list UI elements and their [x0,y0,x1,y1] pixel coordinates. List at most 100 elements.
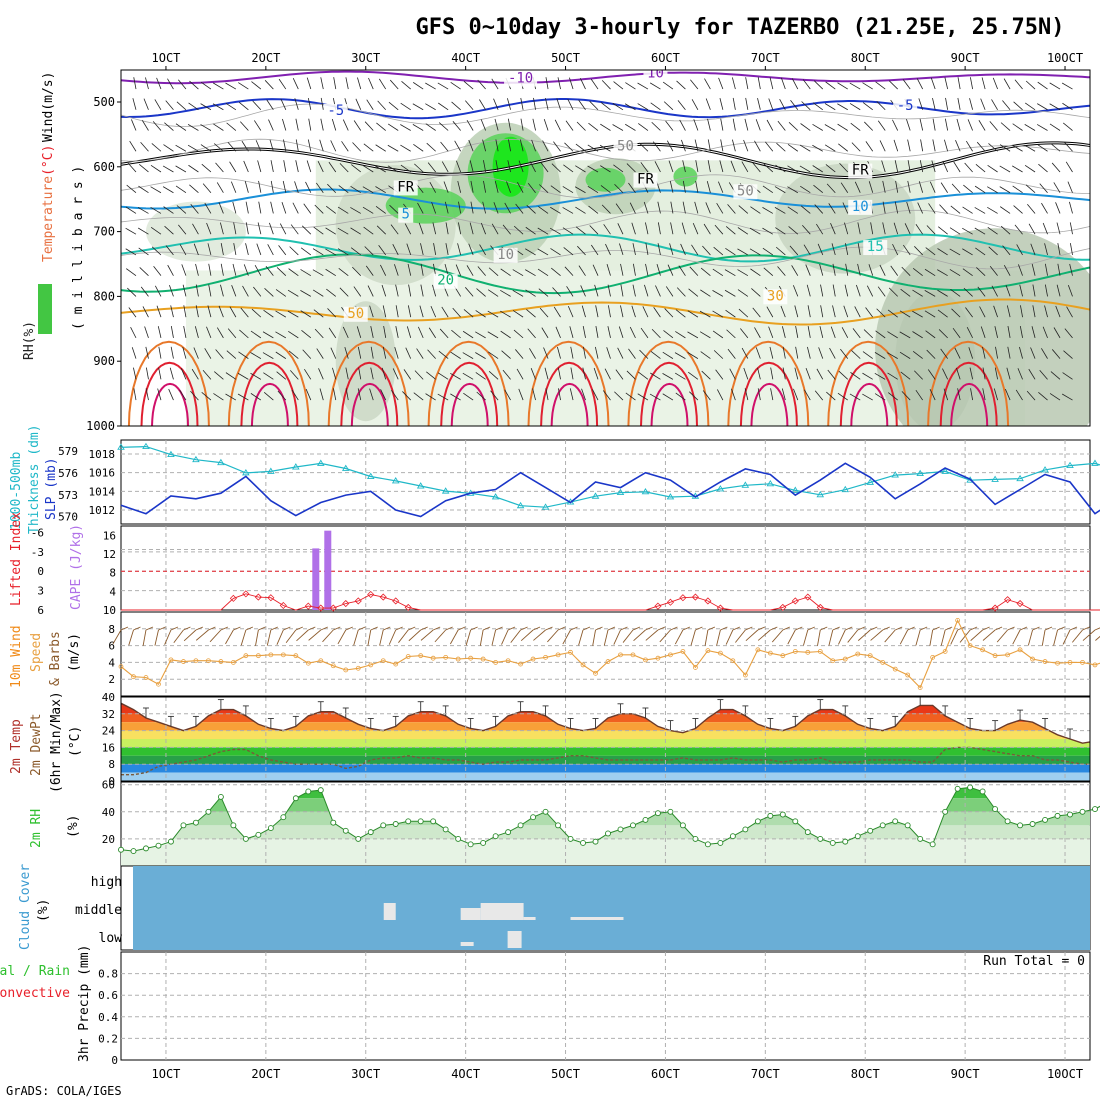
contour-label: 30 [767,288,784,304]
rh2m-point [231,823,236,828]
rh2m-point [643,817,648,822]
ylabel-temperature: Temperature(°C) [41,145,56,262]
rh2m-point [356,836,361,841]
contour-label: -5 [897,98,914,114]
top-date-label: 9OCT [951,51,980,65]
rh2m-point [456,836,461,841]
rh2m-point [168,839,173,844]
rh2m-point [1005,819,1010,824]
ylabel-cloud-2: (%) [36,899,51,922]
rh2m-point [880,823,885,828]
cloud-patch-mid [384,903,396,920]
rh2m-point [243,836,248,841]
bottom-date-label: 1OCT [152,1067,181,1081]
bottom-date-label: 2OCT [251,1067,280,1081]
rh2m-point [506,830,511,835]
ylabel-rh2m-2: (%) [66,815,81,838]
rh2m-point [431,819,436,824]
lifted-index-tick-label: -6 [31,526,44,539]
lifted-index-tick-label: 6 [37,604,44,617]
temp2m-tick-label: 16 [102,741,115,754]
bottom-date-label: 10OCT [1047,1067,1083,1081]
cape-tick-label: 10 [103,604,116,617]
rh2m-point [206,809,211,814]
rh2m-point [1080,809,1085,814]
cloud-patch-mid [481,903,524,920]
rh2m-point [705,842,710,847]
rh2m-point [980,789,985,794]
slp-tick-label: 1016 [89,467,116,480]
cloud-panel: high middle low Cloud Cover (%) [18,864,1090,950]
rh2m-point [655,811,660,816]
wind10-tick-label: 2 [108,673,115,686]
ylabel-temp2m-2: 2m DewPt [29,713,44,776]
top-date-label: 8OCT [851,51,880,65]
rh2m-point [893,819,898,824]
run-total-label: Run Total = 0 [983,954,1085,969]
rh2m-point [618,827,623,832]
pressure-tick-label: 900 [93,354,115,368]
pressure-tick-label: 700 [93,225,115,239]
slp-tick-label: 1012 [89,504,116,517]
rh2m-point [718,840,723,845]
contour-label: -10 [508,71,533,87]
contour-label: 50 [347,306,364,322]
rh2m-point [1018,823,1023,828]
precip-tick-label: 0.4 [98,1011,118,1024]
top-date-label: 7OCT [751,51,780,65]
rh2m-point [393,822,398,827]
rh2m-point [218,794,223,799]
ylabel-precip-convective: Convective [0,986,70,1001]
pressure-tick-label: 1000 [86,419,115,433]
rh2m-point [281,815,286,820]
lifted-index-tick-label: 0 [37,565,44,578]
contour-label: 50 [617,139,634,155]
rh2m-point [855,834,860,839]
contour-label: 10 [497,247,514,263]
pressure-tick-label: 500 [93,95,115,109]
rh2m-point [1092,807,1097,812]
ylabel-temp2m-1: 2m Temp [9,719,24,774]
bottom-date-label: 4OCT [451,1067,480,1081]
lifted-index-tick-label: 3 [37,585,44,598]
ylabel-temp2m-4: (°C) [68,726,83,757]
ylabel-slp: SLP (mb) [44,457,59,520]
rh2m-point [905,823,910,828]
ylabel-cape: CAPE (J/kg) [69,524,84,610]
top-date-label: 2OCT [251,51,280,65]
ylabel-wind10-4: (m/s) [67,633,82,672]
contour-label: 10 [852,199,869,215]
ylabel-cloud-1: Cloud Cover [18,864,33,950]
bottom-date-label: 7OCT [751,1067,780,1081]
contour-label: FR [637,172,654,188]
rh2m-point [805,830,810,835]
rh2m-point [143,846,148,851]
top-date-label: 3OCT [351,51,380,65]
contour-label: -5 [327,103,344,119]
precip-tick-label: 0.6 [98,989,118,1002]
thickness-tick-label: 570 [58,511,78,524]
slp-tick-label: 1014 [89,485,116,498]
cape-bar [312,548,319,610]
rh2m-point [581,840,586,845]
ylabel-rh2m-1: 2m RH [29,809,44,848]
cloud-cover-field [133,866,1090,950]
rh2m-point [543,809,548,814]
rh2m-point [693,836,698,841]
precip-tick-label: 0.8 [98,968,118,981]
rh2m-point [755,819,760,824]
contour-label: 5 [401,207,409,223]
rh2m-point [793,819,798,824]
rh-shade [586,168,626,192]
bottom-date-label: 8OCT [851,1067,880,1081]
rh2m-point [531,815,536,820]
cloud-patch-mid [524,917,536,920]
rh2m-point [443,827,448,832]
ylabel-wind: Wind(m/s) [41,72,56,142]
thickness-tick-label: 573 [58,489,78,502]
